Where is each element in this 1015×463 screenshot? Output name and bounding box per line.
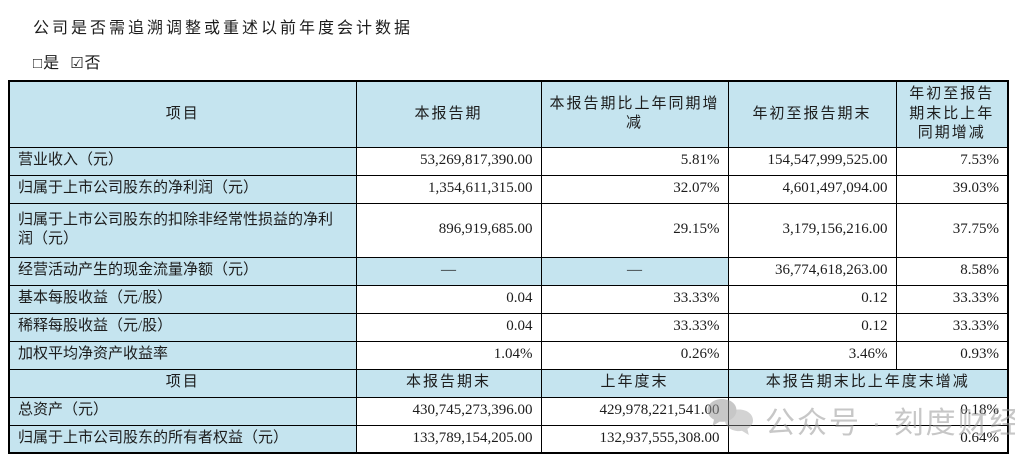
cell-value: 33.33%: [895, 312, 1009, 342]
table-row: 基本每股收益（元/股） 0.04 33.33% 0.12 33.33%: [8, 284, 1009, 314]
header-item: 项目: [8, 80, 357, 148]
row-label: 归属于上市公司股东的扣除非经常性损益的净利润（元）: [8, 202, 357, 258]
header-ytd: 年初至报告期末: [727, 80, 897, 148]
cell-value: 33.33%: [540, 312, 729, 342]
restatement-checkbox-group: □是 ☑否: [33, 49, 102, 73]
cell-value: 4,601,497,094.00: [727, 174, 897, 204]
header-prior-year-end: 上年度末: [540, 368, 729, 398]
cell-value: 36,774,618,263.00: [727, 256, 897, 286]
row-label: 基本每股收益（元/股）: [8, 284, 357, 314]
row-label: 归属于上市公司股东的所有者权益（元）: [8, 424, 357, 454]
cell-value: 154,547,999,525.00: [727, 146, 897, 176]
cell-value: 5.81%: [540, 146, 729, 176]
cell-value: 33.33%: [540, 284, 729, 314]
cell-value: 1.04%: [355, 340, 542, 370]
cell-value: 1,354,611,315.00: [355, 174, 542, 204]
page-title: 公司是否需追溯调整或重述以前年度会计数据: [33, 20, 414, 37]
cell-value-empty: —: [355, 256, 542, 286]
row-label: 归属于上市公司股东的净利润（元）: [8, 174, 357, 204]
table-row: 归属于上市公司股东的扣除非经常性损益的净利润（元） 896,919,685.00…: [8, 202, 1009, 258]
checkbox-checked-icon: ☑: [70, 55, 85, 72]
table-header-row-2: 项目 本报告期末 上年度末 本报告期末比上年度末增减: [8, 368, 1009, 398]
header-ytd-yoy: 年初至报告期末比上年同期增减: [895, 80, 1009, 148]
cell-value: 3,179,156,216.00: [727, 202, 897, 258]
table-row: 归属于上市公司股东的净利润（元） 1,354,611,315.00 32.07%…: [8, 174, 1009, 204]
cell-value: 133,789,154,205.00: [355, 424, 542, 454]
table-row: 加权平均净资产收益率 1.04% 0.26% 3.46% 0.93%: [8, 340, 1009, 370]
checkbox-unchecked-icon: □: [33, 55, 44, 72]
row-label: 经营活动产生的现金流量净额（元）: [8, 256, 357, 286]
header-item-2: 项目: [8, 368, 357, 398]
cell-value: 33.33%: [895, 284, 1009, 314]
checkbox-no-label: 否: [84, 55, 102, 72]
cell-value: 429,978,221,541.00: [540, 396, 729, 426]
table-row: 稀释每股收益（元/股） 0.04 33.33% 0.12 33.33%: [8, 312, 1009, 342]
cell-value: 7.53%: [895, 146, 1009, 176]
cell-value: 0.12: [727, 284, 897, 314]
table-row: 经营活动产生的现金流量净额（元） — — 36,774,618,263.00 8…: [8, 256, 1009, 286]
header-current-period-yoy: 本报告期比上年同期增减: [540, 80, 729, 148]
cell-value: 32.07%: [540, 174, 729, 204]
table-header-row-1: 项目 本报告期 本报告期比上年同期增减 年初至报告期末 年初至报告期末比上年同期…: [8, 80, 1009, 148]
checkbox-yes-label: 是: [43, 55, 61, 72]
cell-value: 0.04: [355, 284, 542, 314]
cell-value: 39.03%: [895, 174, 1009, 204]
cell-value: 0.04: [355, 312, 542, 342]
row-label: 营业收入（元）: [8, 146, 357, 176]
cell-value: 53,269,817,390.00: [355, 146, 542, 176]
row-label: 总资产（元）: [8, 396, 357, 426]
cell-value: 37.75%: [895, 202, 1009, 258]
cell-value: 8.58%: [895, 256, 1009, 286]
header-period-end-change: 本报告期末比上年度末增减: [727, 368, 1009, 398]
cell-value: 0.64%: [727, 424, 1009, 454]
table-row: 归属于上市公司股东的所有者权益（元） 133,789,154,205.00 13…: [8, 424, 1009, 454]
header-period-end: 本报告期末: [355, 368, 542, 398]
key-accounting-data-table: 项目 本报告期 本报告期比上年同期增减 年初至报告期末 年初至报告期末比上年同期…: [8, 80, 1009, 454]
cell-value: 0.93%: [895, 340, 1009, 370]
table-row: 营业收入（元） 53,269,817,390.00 5.81% 154,547,…: [8, 146, 1009, 176]
cell-value: 29.15%: [540, 202, 729, 258]
header-current-period: 本报告期: [355, 80, 542, 148]
cell-value-empty: —: [540, 256, 729, 286]
cell-value: 430,745,273,396.00: [355, 396, 542, 426]
cell-value: 0.12: [727, 312, 897, 342]
row-label: 加权平均净资产收益率: [8, 340, 357, 370]
cell-value: 3.46%: [727, 340, 897, 370]
cell-value: 132,937,555,308.00: [540, 424, 729, 454]
cell-value: 896,919,685.00: [355, 202, 542, 258]
cell-value: 0.26%: [540, 340, 729, 370]
cell-value: 0.18%: [727, 396, 1009, 426]
table-row: 总资产（元） 430,745,273,396.00 429,978,221,54…: [8, 396, 1009, 426]
row-label: 稀释每股收益（元/股）: [8, 312, 357, 342]
